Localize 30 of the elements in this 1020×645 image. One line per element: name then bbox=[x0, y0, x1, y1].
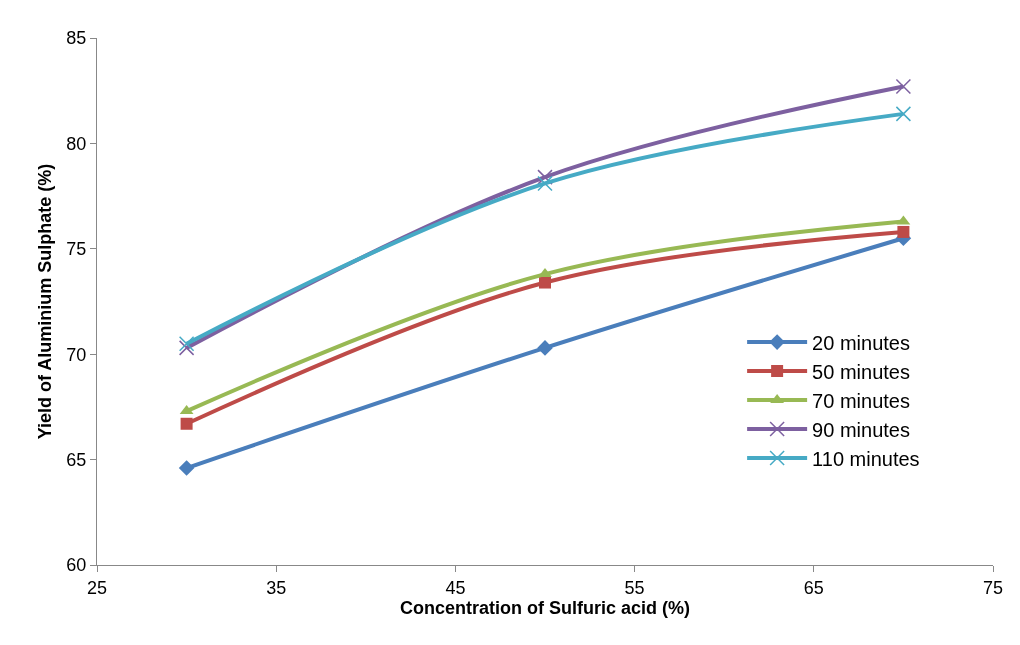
x-tick-label: 45 bbox=[445, 577, 466, 598]
point bbox=[178, 335, 195, 352]
point bbox=[539, 276, 551, 289]
point bbox=[538, 268, 552, 278]
legend-label: 70 minutes bbox=[812, 389, 910, 412]
y-tick-label: 65 bbox=[66, 449, 87, 470]
y-tick-label: 60 bbox=[66, 555, 87, 576]
y-tick-label: 80 bbox=[66, 133, 87, 154]
point bbox=[895, 78, 912, 95]
point bbox=[537, 340, 553, 356]
x-tick-label: 35 bbox=[266, 577, 287, 598]
point bbox=[897, 225, 910, 238]
legend-label: 90 minutes bbox=[812, 418, 910, 441]
y-tick-label: 70 bbox=[66, 344, 87, 365]
x-tick-label: 25 bbox=[86, 577, 108, 598]
x-axis-title: Concentration of Sulfuric acid (%) bbox=[399, 597, 691, 618]
y-tick-label: 85 bbox=[66, 28, 87, 49]
legend-label: 110 minutes bbox=[812, 447, 920, 470]
y-axis-title: Yield of Aluminium Sulphate (%) bbox=[34, 163, 55, 440]
y-tick-label: 75 bbox=[66, 239, 87, 260]
x-tick-label: 65 bbox=[803, 577, 824, 598]
x-tick-label: 75 bbox=[982, 577, 1004, 598]
point bbox=[537, 175, 553, 192]
legend-label: 20 minutes bbox=[812, 331, 910, 354]
x-tick-label: 55 bbox=[624, 577, 645, 598]
legend-label: 50 minutes bbox=[812, 360, 910, 383]
point bbox=[178, 460, 195, 476]
point bbox=[537, 169, 553, 185]
point bbox=[180, 417, 193, 430]
point bbox=[895, 106, 912, 122]
